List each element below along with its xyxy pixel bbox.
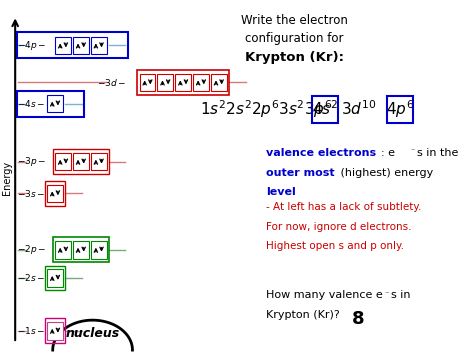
Text: $-3p-$: $-3p-$: [17, 155, 46, 168]
Bar: [91, 241, 107, 258]
Bar: [73, 241, 89, 258]
Bar: [17, 32, 128, 59]
Bar: [47, 269, 63, 287]
Bar: [47, 322, 63, 339]
Text: : e: : e: [381, 148, 395, 158]
Text: Highest open s and p only.: Highest open s and p only.: [266, 241, 404, 251]
Text: s in the: s in the: [417, 148, 459, 158]
Bar: [312, 97, 338, 123]
Bar: [47, 185, 63, 202]
Bar: [45, 266, 65, 290]
Bar: [91, 153, 107, 170]
Text: How many valence e: How many valence e: [266, 290, 383, 300]
Text: $-4s-$: $-4s-$: [18, 98, 46, 109]
Bar: [47, 95, 63, 112]
Text: - At left has a lack of subtlety.: - At left has a lack of subtlety.: [266, 202, 421, 212]
Bar: [211, 73, 227, 91]
Bar: [387, 97, 413, 123]
Bar: [55, 37, 71, 54]
Text: valence electrons: valence electrons: [266, 148, 376, 158]
Text: $-2s-$: $-2s-$: [18, 272, 46, 283]
Text: Krypton (Kr):: Krypton (Kr):: [245, 51, 344, 64]
Bar: [45, 318, 65, 343]
Bar: [17, 91, 84, 116]
Text: Energy: Energy: [2, 160, 12, 195]
Text: $-3s-$: $-3s-$: [18, 188, 46, 199]
Bar: [55, 153, 71, 170]
Text: $-3d-$: $-3d-$: [97, 77, 126, 88]
Bar: [137, 70, 229, 95]
Text: configuration for: configuration for: [245, 32, 344, 45]
Text: For now, ignore d electrons.: For now, ignore d electrons.: [266, 222, 412, 231]
Bar: [157, 73, 173, 91]
Text: ⁻: ⁻: [384, 289, 389, 298]
Text: $4s^2$: $4s^2$: [312, 99, 338, 118]
Text: level: level: [266, 187, 296, 197]
Text: nucleus: nucleus: [65, 327, 120, 340]
Text: $-4p-$: $-4p-$: [17, 39, 46, 52]
Bar: [73, 153, 89, 170]
Bar: [193, 73, 209, 91]
Text: (highest) energy: (highest) energy: [337, 168, 434, 178]
Text: $3d^{10}$: $3d^{10}$: [341, 99, 376, 118]
Bar: [139, 73, 155, 91]
Text: $4p^6$: $4p^6$: [386, 98, 414, 120]
Text: ⁻: ⁻: [410, 146, 415, 155]
Bar: [73, 37, 89, 54]
Bar: [45, 181, 65, 206]
Text: $1s^22s^22p^63s^23p^6$: $1s^22s^22p^63s^23p^6$: [201, 98, 333, 120]
Text: 8: 8: [352, 310, 365, 328]
Bar: [175, 73, 191, 91]
Bar: [55, 241, 71, 258]
Bar: [53, 237, 109, 262]
Bar: [53, 149, 109, 174]
Text: outer most: outer most: [266, 168, 335, 178]
Text: $-2p-$: $-2p-$: [17, 243, 46, 256]
Text: Krypton (Kr)?: Krypton (Kr)?: [266, 310, 340, 320]
Bar: [91, 37, 107, 54]
Text: s in: s in: [391, 290, 410, 300]
Text: Write the electron: Write the electron: [241, 14, 348, 27]
Text: $-1s-$: $-1s-$: [18, 325, 46, 336]
